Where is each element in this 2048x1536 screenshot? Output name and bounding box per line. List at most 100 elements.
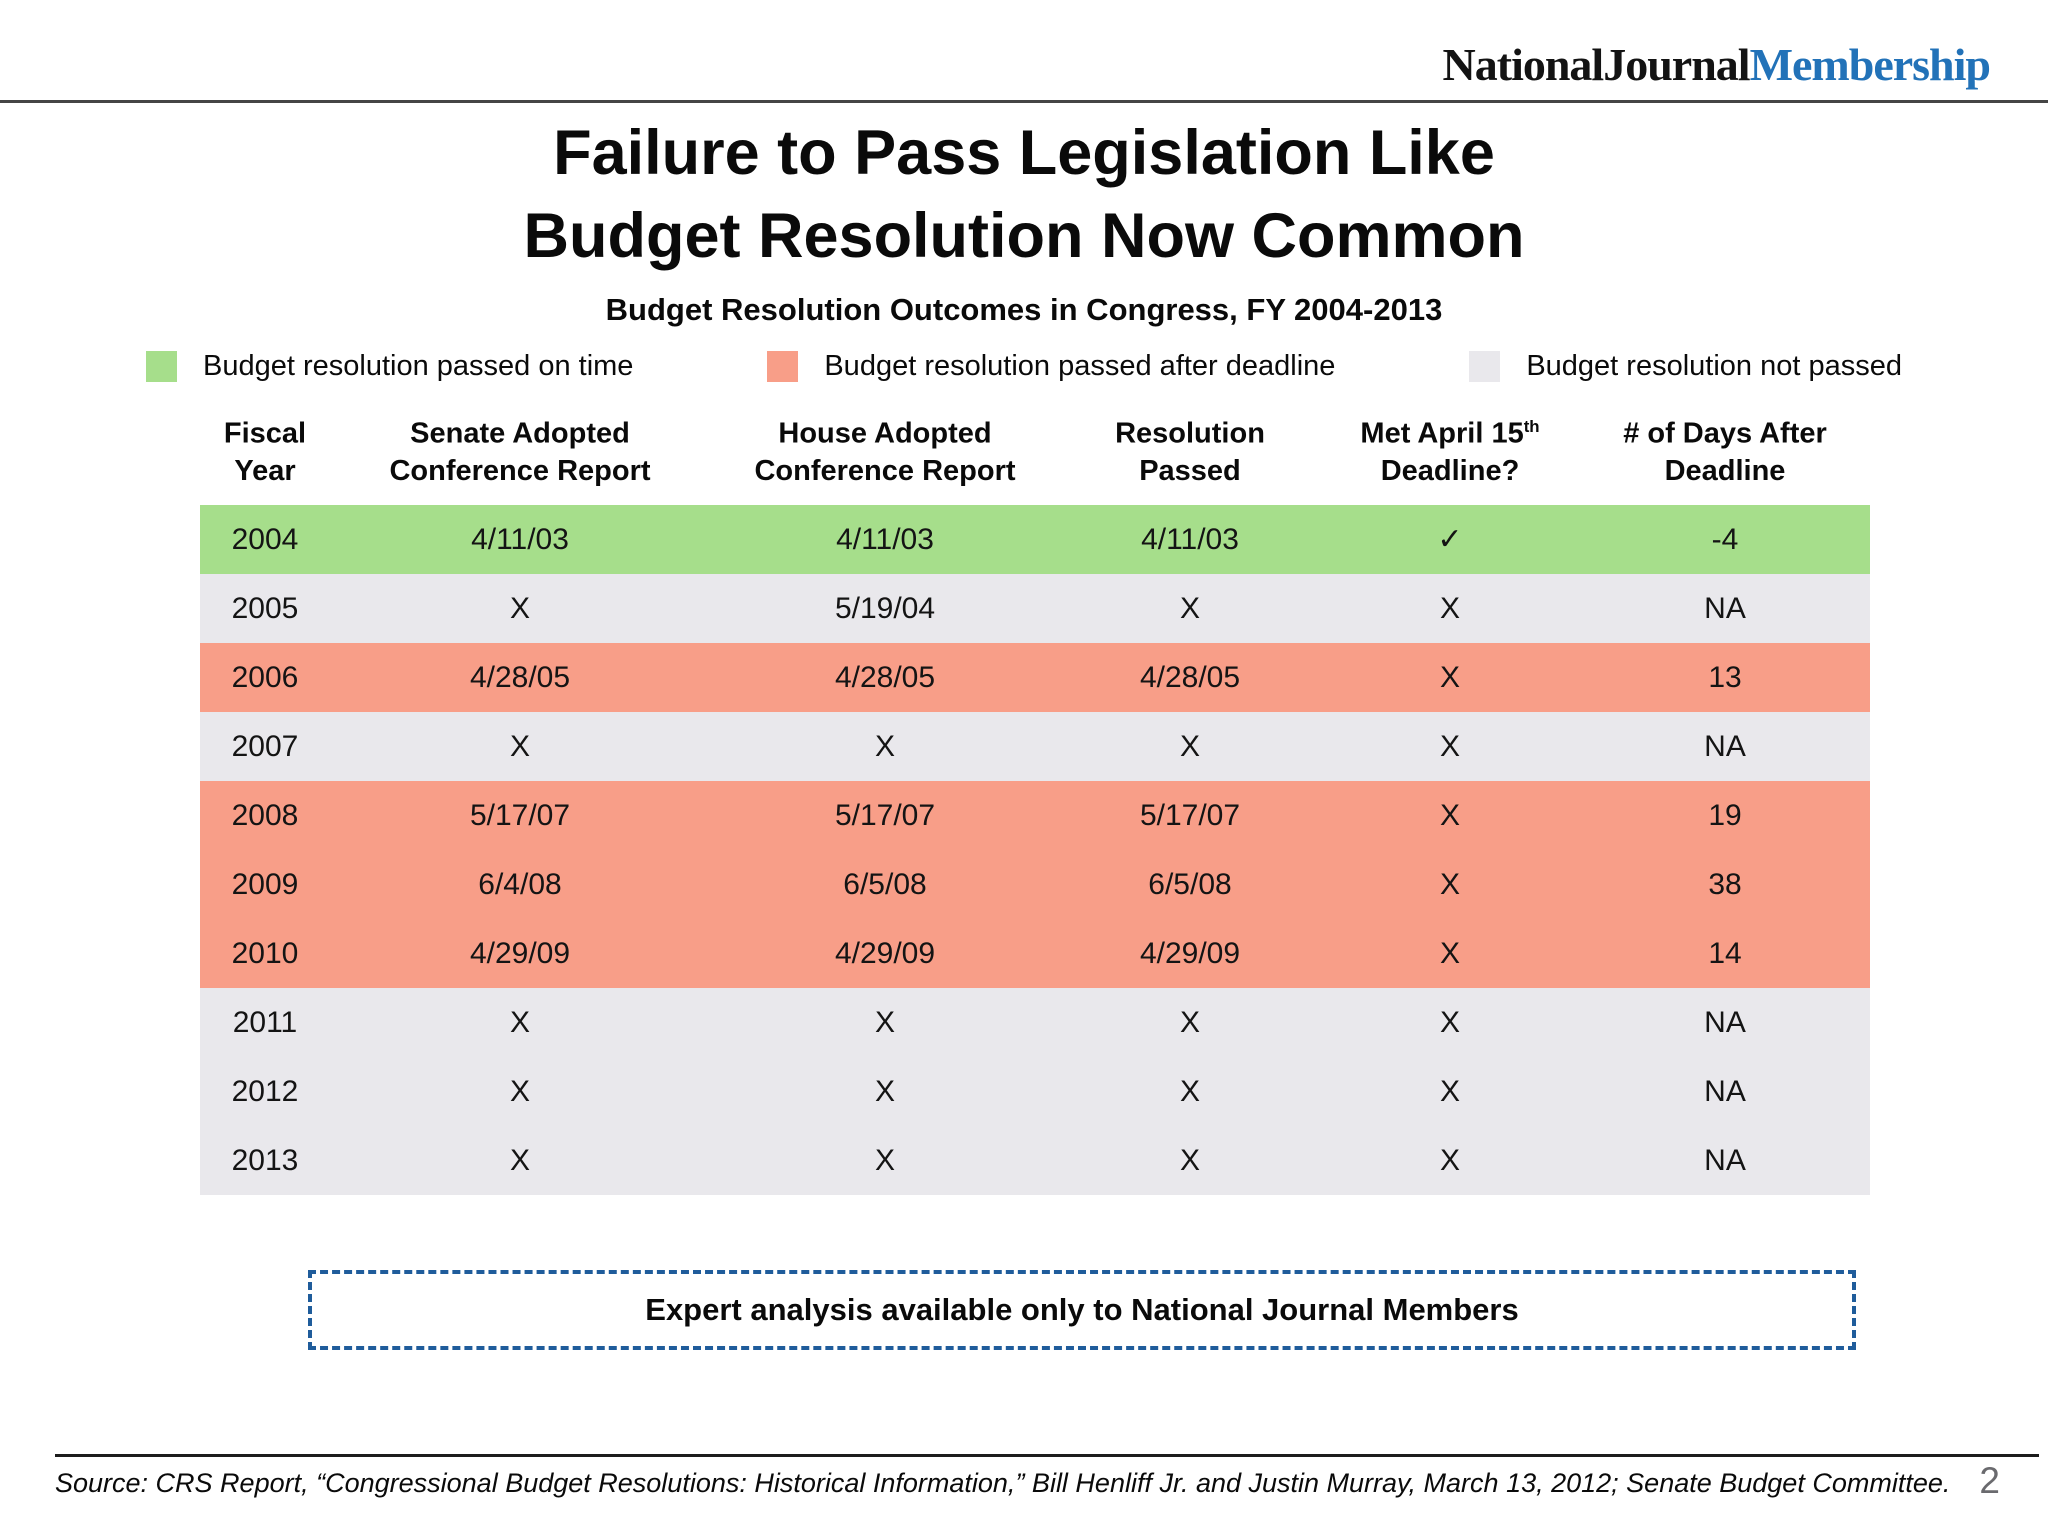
table-cell: X	[1320, 643, 1580, 712]
table-cell: 4/29/09	[710, 919, 1060, 988]
table-body: 2004 4/11/03 4/11/03 4/11/03 ✓ -4 2005 X 5/19/04…	[200, 505, 1870, 1195]
callout-text: Expert analysis available only to Nation…	[645, 1292, 1519, 1327]
header-resolution-passed: Resolution Passed	[1115, 417, 1265, 487]
table-cell: X	[710, 712, 1060, 781]
legend: Budget resolution passed on time Budget …	[146, 350, 1902, 383]
table-cell: ✓	[1320, 505, 1580, 574]
table-cell: 2012	[200, 1057, 330, 1126]
expert-analysis-callout: Expert analysis available only to Nation…	[308, 1270, 1856, 1350]
legend-label: Budget resolution passed on time	[203, 350, 634, 382]
header-senate-adopted: Senate Adopted Conference Report	[389, 417, 651, 487]
table-row: 2007 X X X X NA	[200, 712, 1870, 781]
table-cell: X	[1060, 712, 1320, 781]
table-cell: X	[1060, 574, 1320, 643]
header-days-after-deadline: # of Days After Deadline	[1623, 417, 1827, 487]
table-cell: 4/28/05	[330, 643, 710, 712]
table-cell: X	[1060, 1057, 1320, 1126]
table-row: 2013 X X X X NA	[200, 1126, 1870, 1195]
table-cell: X	[710, 988, 1060, 1057]
table-cell: 2013	[200, 1126, 330, 1195]
table-cell: X	[1320, 1057, 1580, 1126]
table-row: 2009 6/4/08 6/5/08 6/5/08 X 38	[200, 850, 1870, 919]
table-cell: 5/17/07	[710, 781, 1060, 850]
footer-divider	[55, 1454, 2039, 1457]
table-cell: X	[1320, 574, 1580, 643]
table-row: 2010 4/29/09 4/29/09 4/29/09 X 14	[200, 919, 1870, 988]
budget-outcomes-table: Fiscal Year Senate Adopted Conference Re…	[200, 408, 1870, 1195]
table-cell: 2008	[200, 781, 330, 850]
legend-item-not-passed: Budget resolution not passed	[1469, 350, 1902, 383]
table-cell: 2009	[200, 850, 330, 919]
legend-item-passed-on-time: Budget resolution passed on time	[146, 350, 633, 383]
legend-item-passed-after-deadline: Budget resolution passed after deadline	[767, 350, 1335, 383]
header-fiscal-year: Fiscal Year	[223, 417, 307, 487]
title-line-1: Failure to Pass Legislation Like	[553, 118, 1495, 188]
header-met-deadline: Met April 15th Deadline?	[1360, 417, 1540, 487]
table-cell: NA	[1580, 988, 1870, 1057]
legend-swatch-salmon	[767, 351, 799, 382]
table-cell: X	[330, 712, 710, 781]
legend-swatch-green	[146, 351, 177, 382]
slide-subtitle: Budget Resolution Outcomes in Congress, …	[605, 292, 1443, 327]
table-header-row: Fiscal Year Senate Adopted Conference Re…	[200, 408, 1870, 505]
table-cell: X	[330, 574, 710, 643]
table-cell: 4/11/03	[710, 505, 1060, 574]
source-citation: Source: CRS Report, “Congressional Budge…	[55, 1468, 1951, 1498]
table-cell: 2011	[200, 988, 330, 1057]
table-cell: X	[1320, 712, 1580, 781]
table-cell: X	[1320, 988, 1580, 1057]
table-cell: X	[330, 988, 710, 1057]
table-row: 2004 4/11/03 4/11/03 4/11/03 ✓ -4	[200, 505, 1870, 574]
logo-text-national-journal: NationalJournal	[1442, 39, 1751, 90]
table-header: Fiscal Year Senate Adopted Conference Re…	[200, 408, 1870, 505]
table-cell: X	[1060, 1126, 1320, 1195]
table-cell: -4	[1580, 505, 1870, 574]
table-cell: 2006	[200, 643, 330, 712]
logo-text-membership: Membership	[1749, 39, 1991, 90]
legend-label: Budget resolution passed after deadline	[824, 350, 1336, 382]
table-row: 2005 X 5/19/04 X X NA	[200, 574, 1870, 643]
table-cell: NA	[1580, 712, 1870, 781]
header-divider	[0, 100, 2048, 103]
table-cell: 38	[1580, 850, 1870, 919]
table-row: 2012 X X X X NA	[200, 1057, 1870, 1126]
table-cell: 5/19/04	[710, 574, 1060, 643]
table-cell: 4/11/03	[1060, 505, 1320, 574]
table-cell: X	[330, 1126, 710, 1195]
legend-label: Budget resolution not passed	[1526, 350, 1902, 382]
table-cell: NA	[1580, 574, 1870, 643]
title-line-2: Budget Resolution Now Common	[523, 201, 1525, 272]
page-number: 2	[1979, 1460, 2000, 1501]
table-cell: X	[710, 1057, 1060, 1126]
table-cell: 4/29/09	[330, 919, 710, 988]
table-cell: X	[1320, 781, 1580, 850]
table-cell: 5/17/07	[330, 781, 710, 850]
table-cell: 13	[1580, 643, 1870, 712]
table-cell: 4/28/05	[1060, 643, 1320, 712]
table-cell: X	[1320, 850, 1580, 919]
table-cell: X	[330, 1057, 710, 1126]
table-cell: 4/11/03	[330, 505, 710, 574]
table-row: 2006 4/28/05 4/28/05 4/28/05 X 13	[200, 643, 1870, 712]
header-house-adopted: House Adopted Conference Report	[754, 417, 1016, 487]
table-cell: X	[1320, 919, 1580, 988]
table-cell: 2005	[200, 574, 330, 643]
table-cell: X	[1060, 988, 1320, 1057]
table-cell: 5/17/07	[1060, 781, 1320, 850]
table-row: 2008 5/17/07 5/17/07 5/17/07 X 19	[200, 781, 1870, 850]
table-cell: 2004	[200, 505, 330, 574]
table-cell: 6/5/08	[710, 850, 1060, 919]
table-cell: 6/5/08	[1060, 850, 1320, 919]
table-row: 2011 X X X X NA	[200, 988, 1870, 1057]
table-cell: X	[710, 1126, 1060, 1195]
table-cell: 4/29/09	[1060, 919, 1320, 988]
table-cell: NA	[1580, 1057, 1870, 1126]
table-cell: 14	[1580, 919, 1870, 988]
table-cell: 2010	[200, 919, 330, 988]
table-cell: 2007	[200, 712, 330, 781]
slide-title: Failure to Pass Legislation Like Budget …	[0, 112, 2048, 278]
national-journal-logo: NationalJournalMembership	[1442, 38, 1991, 91]
table-cell: 19	[1580, 781, 1870, 850]
table-cell: NA	[1580, 1126, 1870, 1195]
table-cell: 6/4/08	[330, 850, 710, 919]
